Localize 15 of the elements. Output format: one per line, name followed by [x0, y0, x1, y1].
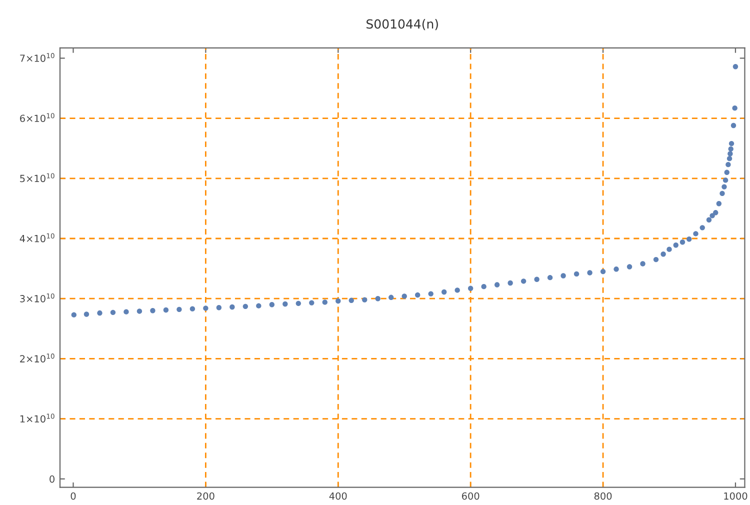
x-tick-label: 0: [70, 492, 76, 500]
y-tick-label: 2×10$^{10}$: [20, 354, 54, 362]
y-tick-label: 4×10$^{10}$: [20, 233, 54, 242]
x-tick-label: 1000: [724, 492, 748, 500]
y-tick-label: 0: [50, 475, 54, 483]
x-tick-label: 600: [462, 492, 480, 500]
y-tick-label: 1×10$^{10}$: [20, 414, 54, 423]
chart-title: S001044(n): [366, 19, 438, 30]
y-tick-label: 7×10$^{10}$: [20, 53, 54, 62]
y-tick-label: 6×10$^{10}$: [20, 113, 54, 122]
x-tick-label: 200: [197, 492, 214, 500]
y-tick-label: 5×10$^{10}$: [20, 173, 54, 182]
y-tick-label: 3×10$^{10}$: [20, 293, 54, 302]
x-tick-label: 400: [329, 492, 347, 500]
x-tick-label: 800: [594, 492, 612, 500]
